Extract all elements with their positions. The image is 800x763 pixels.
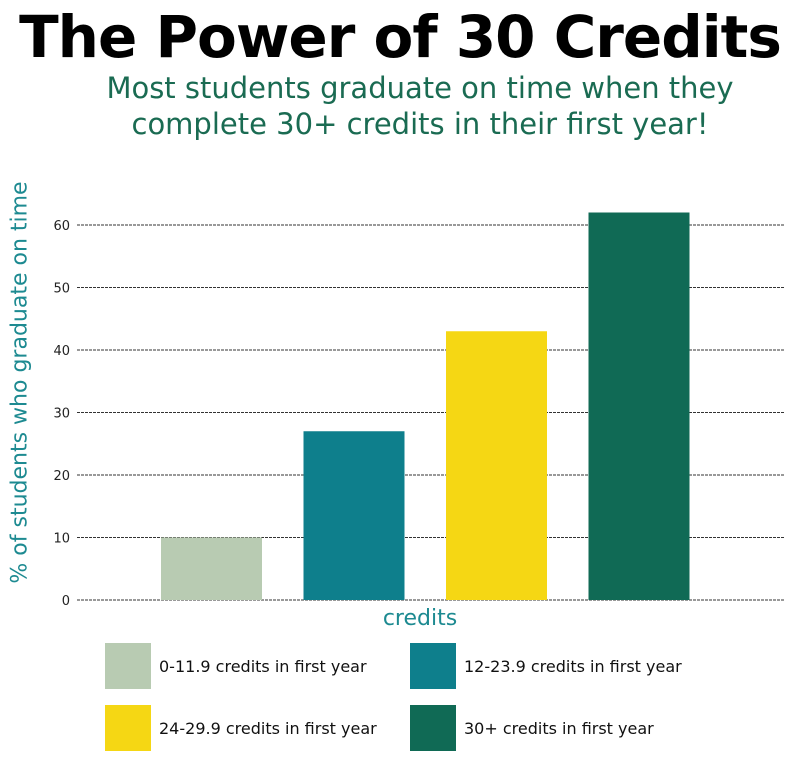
bar bbox=[161, 537, 262, 600]
legend-item: 24-29.9 credits in first year bbox=[105, 705, 377, 751]
legend-item: 30+ credits in first year bbox=[410, 705, 654, 751]
y-tick-label: 40 bbox=[53, 344, 70, 359]
legend-swatch bbox=[105, 643, 151, 689]
y-tick-label: 0 bbox=[62, 594, 70, 609]
bar bbox=[303, 431, 405, 600]
legend-label: 12-23.9 credits in first year bbox=[464, 656, 682, 676]
legend-label: 30+ credits in first year bbox=[464, 718, 654, 738]
legend-item: 12-23.9 credits in first year bbox=[410, 643, 682, 689]
legend-swatch bbox=[410, 643, 456, 689]
y-tick-label: 30 bbox=[53, 407, 70, 422]
chart-title: The Power of 30 Credits bbox=[19, 3, 782, 71]
y-tick-label: 50 bbox=[53, 282, 70, 297]
bar bbox=[588, 212, 690, 600]
legend-label: 24-29.9 credits in first year bbox=[159, 718, 377, 738]
legend-item: 0-11.9 credits in first year bbox=[105, 643, 367, 689]
legend-label: 0-11.9 credits in first year bbox=[159, 656, 367, 676]
legend-swatch bbox=[105, 705, 151, 751]
chart-subtitle: Most students graduate on time when they… bbox=[40, 70, 800, 142]
subtitle-line: complete 30+ credits in their first year… bbox=[131, 107, 709, 141]
subtitle-line: Most students graduate on time when they bbox=[106, 71, 734, 105]
y-tick-label: 10 bbox=[53, 532, 70, 547]
y-tick-label: 60 bbox=[53, 219, 70, 234]
x-axis-label: credits bbox=[382, 606, 458, 631]
y-tick-label: 20 bbox=[53, 469, 70, 484]
bar bbox=[446, 331, 547, 600]
legend-swatch bbox=[410, 705, 456, 751]
